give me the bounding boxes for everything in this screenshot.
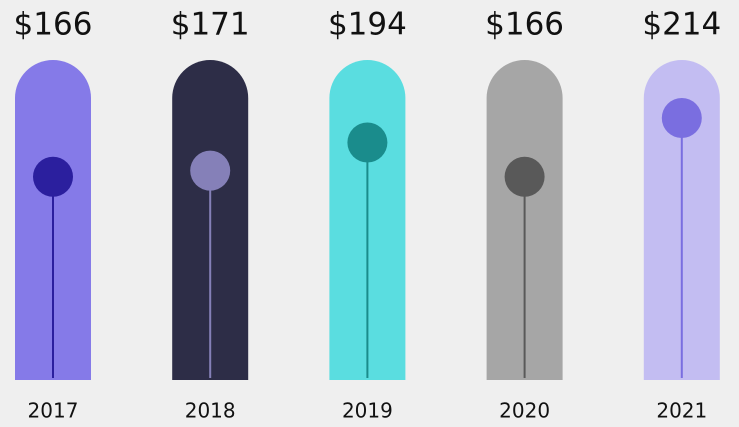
dot	[190, 150, 231, 191]
value-label: $166	[14, 7, 93, 43]
dot	[661, 98, 702, 138]
value-label: $171	[171, 7, 250, 43]
value-label: $194	[328, 7, 407, 43]
category-label: 2021	[656, 399, 707, 423]
value-label: $214	[642, 7, 721, 43]
dot	[347, 122, 388, 163]
category-label: 2018	[185, 399, 236, 423]
category-label: 2020	[499, 399, 550, 423]
dot	[33, 156, 73, 197]
dot	[504, 156, 545, 197]
category-label: 2017	[28, 399, 79, 423]
category-label: 2019	[342, 399, 393, 423]
value-label: $166	[485, 7, 564, 43]
